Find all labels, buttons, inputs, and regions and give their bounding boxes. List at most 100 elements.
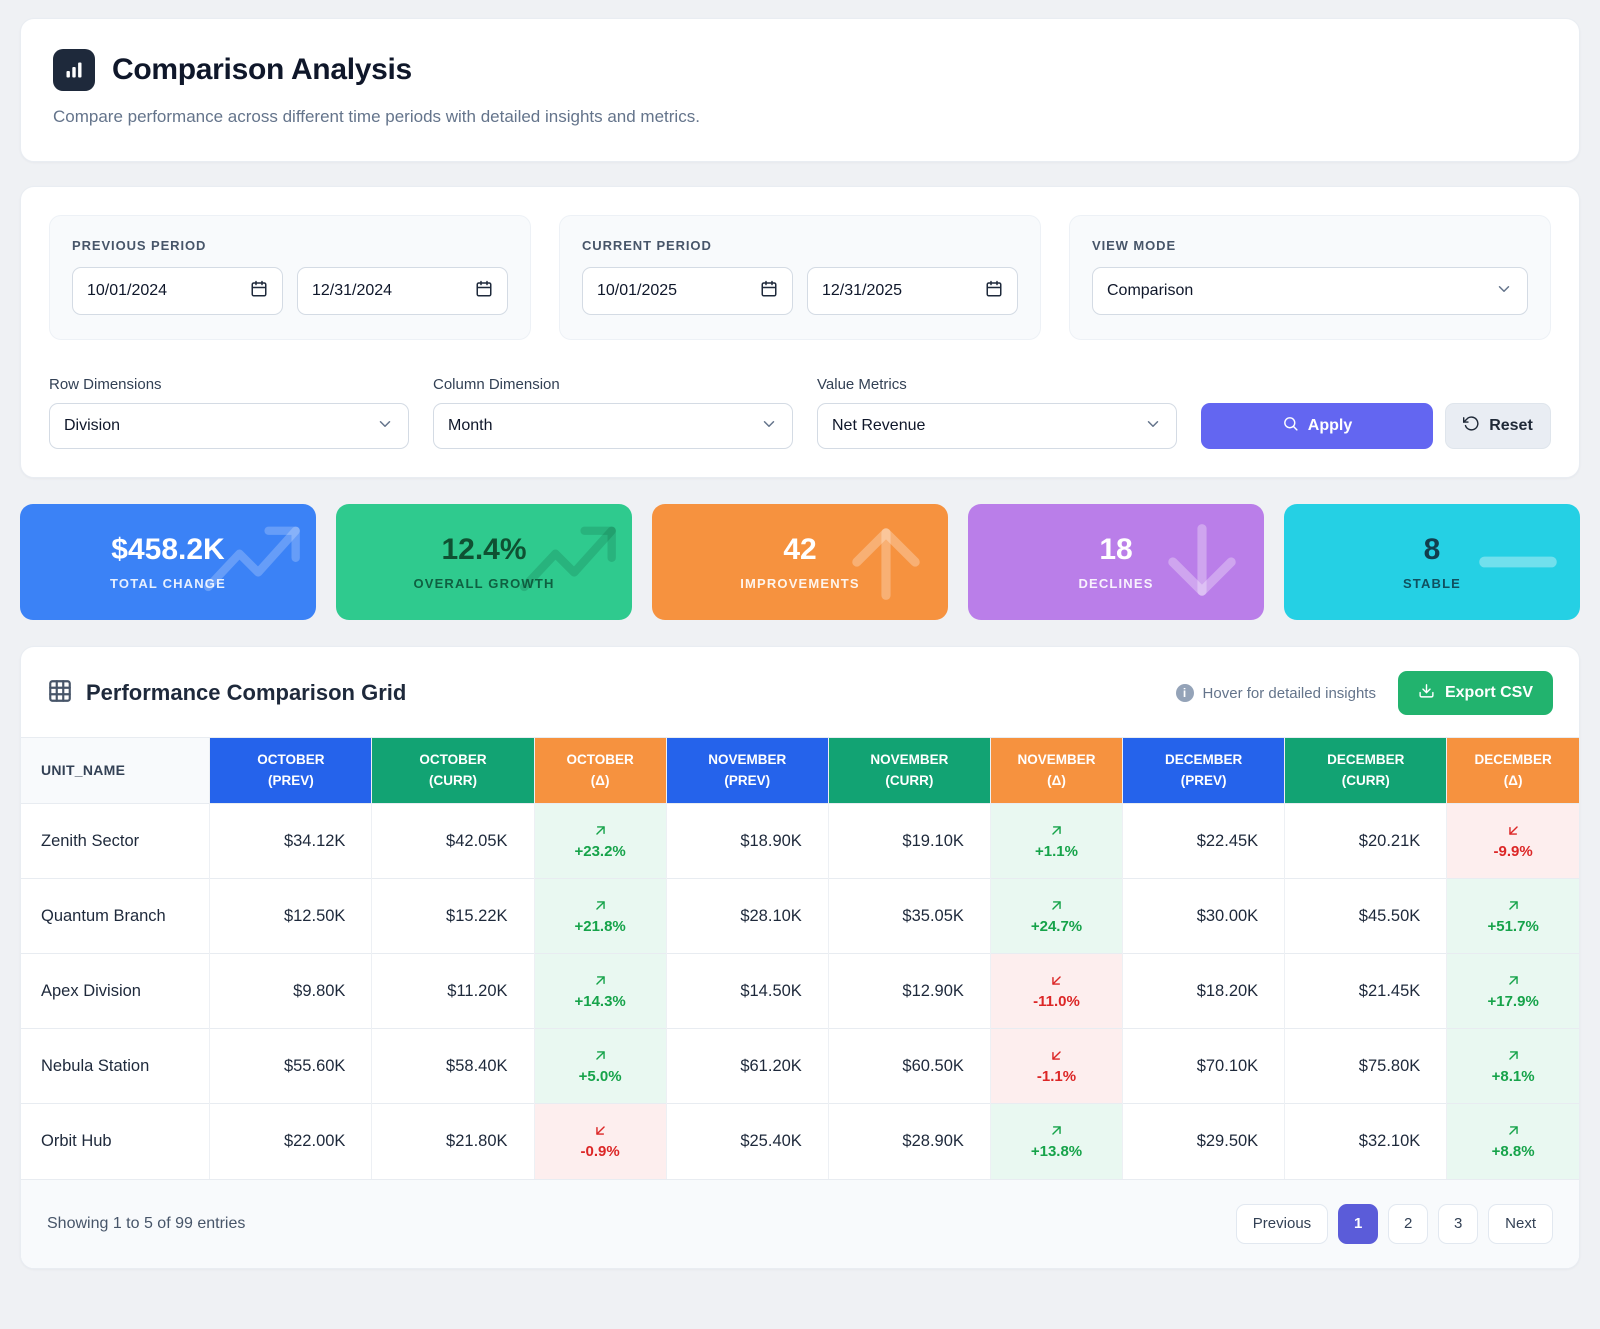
previous-period-end-input[interactable]: 12/31/2024 bbox=[297, 267, 508, 315]
unit-name-cell[interactable]: Orbit Hub bbox=[21, 1103, 210, 1179]
value-cell[interactable]: $28.90K bbox=[827, 1103, 991, 1179]
delta-cell[interactable]: +13.8% bbox=[989, 1103, 1123, 1179]
previous-period-start-value: 10/01/2024 bbox=[87, 282, 168, 299]
value-cell[interactable]: $19.10K bbox=[827, 803, 991, 879]
delta-cell[interactable]: +17.9% bbox=[1446, 953, 1579, 1029]
stable-card: 8 STABLE bbox=[1284, 504, 1580, 620]
delta-cell[interactable]: +5.0% bbox=[533, 1028, 667, 1104]
current-period-start-input[interactable]: 10/01/2025 bbox=[582, 267, 793, 315]
value-cell[interactable]: $11.20K bbox=[371, 953, 535, 1029]
value-cell[interactable]: $21.45K bbox=[1284, 953, 1447, 1029]
previous-period-start-input[interactable]: 10/01/2024 bbox=[72, 267, 283, 315]
delta-cell[interactable]: -9.9% bbox=[1446, 803, 1579, 879]
unit-name-cell[interactable]: Zenith Sector bbox=[21, 803, 210, 879]
delta-arrow-icon bbox=[535, 822, 666, 840]
delta-value: -0.9% bbox=[580, 1143, 620, 1161]
value-cell[interactable]: $22.45K bbox=[1122, 803, 1285, 879]
chevron-down-icon bbox=[760, 415, 778, 438]
delta-value: +13.8% bbox=[1030, 1143, 1083, 1161]
delta-cell[interactable]: +8.8% bbox=[1446, 1103, 1579, 1179]
column-dimension-select[interactable]: Month bbox=[433, 403, 793, 449]
page-button-2[interactable]: 2 bbox=[1388, 1203, 1429, 1244]
value-cell[interactable]: $20.21K bbox=[1284, 803, 1447, 879]
delta-value: -9.9% bbox=[1493, 843, 1533, 860]
value-cell[interactable]: $58.40K bbox=[371, 1028, 535, 1104]
view-mode-select[interactable]: Comparison bbox=[1092, 267, 1528, 315]
export-csv-button[interactable]: Export CSV bbox=[1397, 671, 1553, 715]
value-cell[interactable]: $34.12K bbox=[209, 803, 372, 879]
hover-hint: i Hover for detailed insights bbox=[1175, 684, 1376, 702]
current-period-end-input[interactable]: 12/31/2025 bbox=[807, 267, 1018, 315]
value-cell[interactable]: $21.80K bbox=[371, 1103, 535, 1179]
table-row: Orbit Hub $22.00K $21.80K -0.9% $25.40K … bbox=[21, 1103, 1579, 1179]
value-cell[interactable]: $25.40K bbox=[665, 1103, 829, 1179]
reset-button-label: Reset bbox=[1489, 417, 1533, 434]
delta-arrow-icon bbox=[991, 1047, 1122, 1065]
delta-cell[interactable]: +24.7% bbox=[989, 878, 1123, 954]
page-subtitle: Compare performance across different tim… bbox=[53, 107, 700, 126]
value-cell[interactable]: $14.50K bbox=[665, 953, 829, 1029]
delta-cell[interactable]: -11.0% bbox=[989, 953, 1123, 1029]
value-cell[interactable]: $9.80K bbox=[209, 953, 372, 1029]
column-month: OCTOBER bbox=[419, 752, 487, 768]
column-kind: (CURR) bbox=[1341, 772, 1390, 788]
unit-name-cell[interactable]: Apex Division bbox=[21, 953, 210, 1029]
delta-cell[interactable]: -1.1% bbox=[989, 1028, 1123, 1104]
delta-arrow-icon bbox=[1447, 897, 1579, 915]
next-page-button[interactable]: Next bbox=[1488, 1203, 1553, 1244]
download-icon bbox=[1418, 682, 1435, 704]
value-cell[interactable]: $60.50K bbox=[827, 1028, 991, 1104]
value-cell[interactable]: $45.50K bbox=[1284, 878, 1447, 954]
value-cell[interactable]: $42.05K bbox=[371, 803, 535, 879]
column-month: DECEMBER bbox=[1165, 752, 1243, 768]
grid-title: Performance Comparison Grid bbox=[86, 680, 407, 705]
table-row: Apex Division $9.80K $11.20K +14.3% $14.… bbox=[21, 953, 1579, 1029]
value-cell[interactable]: $61.20K bbox=[665, 1028, 829, 1104]
view-mode-value: Comparison bbox=[1107, 282, 1194, 299]
delta-cell[interactable]: +14.3% bbox=[533, 953, 667, 1029]
value-cell[interactable]: $30.00K bbox=[1122, 878, 1285, 954]
apply-button[interactable]: Apply bbox=[1201, 403, 1433, 449]
value-cell[interactable]: $18.90K bbox=[665, 803, 829, 879]
unit-name-cell[interactable]: Nebula Station bbox=[21, 1028, 210, 1104]
value-cell[interactable]: $18.20K bbox=[1122, 953, 1285, 1029]
delta-cell[interactable]: +23.2% bbox=[533, 803, 667, 879]
delta-cell[interactable]: +1.1% bbox=[989, 803, 1123, 879]
unit-name-cell[interactable]: Quantum Branch bbox=[21, 878, 210, 954]
value-metrics-select[interactable]: Net Revenue bbox=[817, 403, 1177, 449]
value-cell[interactable]: $75.80K bbox=[1284, 1028, 1447, 1104]
delta-cell[interactable]: +21.8% bbox=[533, 878, 667, 954]
row-dimensions-select[interactable]: Division bbox=[49, 403, 409, 449]
value-cell[interactable]: $28.10K bbox=[665, 878, 829, 954]
delta-arrow-icon bbox=[991, 972, 1122, 990]
column-month: NOVEMBER bbox=[1017, 752, 1096, 768]
value-cell[interactable]: $12.90K bbox=[827, 953, 991, 1029]
delta-value: +1.1% bbox=[1035, 843, 1078, 860]
value-cell[interactable]: $22.00K bbox=[209, 1103, 372, 1179]
previous-page-button[interactable]: Previous bbox=[1235, 1203, 1329, 1244]
chevron-down-icon bbox=[1144, 415, 1162, 438]
improvements-label: IMPROVEMENTS bbox=[740, 576, 860, 591]
value-cell[interactable]: $55.60K bbox=[209, 1028, 372, 1104]
value-cell[interactable]: $35.05K bbox=[827, 878, 991, 954]
table-row: Zenith Sector $34.12K $42.05K +23.2% $18… bbox=[21, 803, 1579, 879]
delta-value: +5.0% bbox=[578, 1068, 622, 1085]
value-metrics-value: Net Revenue bbox=[832, 417, 926, 434]
value-cell[interactable]: $12.50K bbox=[209, 878, 372, 954]
column-kind: (PREV) bbox=[1180, 772, 1227, 788]
delta-arrow-icon bbox=[1447, 822, 1579, 840]
value-cell[interactable]: $29.50K bbox=[1122, 1103, 1285, 1179]
previous-period-group: PREVIOUS PERIOD 10/01/2024 12/31/2024 bbox=[49, 215, 531, 340]
delta-cell[interactable]: -0.9% bbox=[533, 1103, 667, 1179]
column-header-october-delta: OCTOBER (Δ) bbox=[533, 737, 667, 804]
value-cell[interactable]: $32.10K bbox=[1284, 1103, 1447, 1179]
value-cell[interactable]: $70.10K bbox=[1122, 1028, 1285, 1104]
reset-button[interactable]: Reset bbox=[1445, 403, 1551, 449]
current-period-start-value: 10/01/2025 bbox=[597, 282, 678, 299]
value-cell[interactable]: $15.22K bbox=[371, 878, 535, 954]
delta-cell[interactable]: +51.7% bbox=[1446, 878, 1579, 954]
delta-cell[interactable]: +8.1% bbox=[1446, 1028, 1579, 1104]
page-button-3[interactable]: 3 bbox=[1438, 1203, 1479, 1244]
page-button-1[interactable]: 1 bbox=[1338, 1203, 1379, 1244]
calendar-icon bbox=[475, 280, 493, 303]
